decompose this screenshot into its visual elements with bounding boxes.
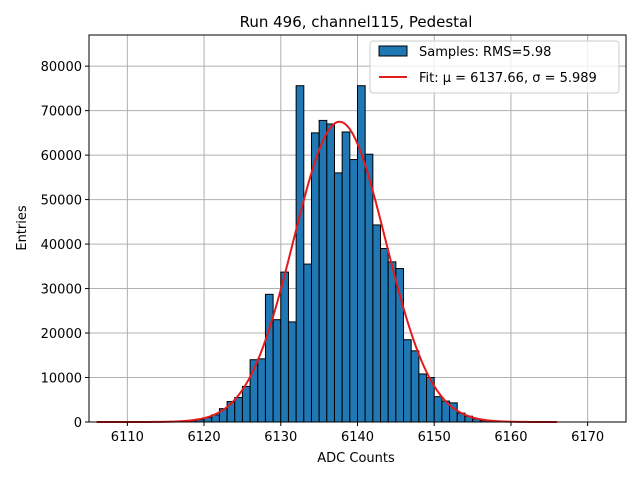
histogram-bar [372, 224, 382, 423]
y-tick-label: 60000 [41, 149, 82, 164]
legend-fit-label: Fit: μ = 6137.66, σ = 5.989 [419, 71, 597, 86]
x-tick-label: 6120 [188, 430, 221, 445]
histogram-bar [234, 397, 243, 423]
histogram-bar [341, 131, 351, 423]
legend-samples-swatch [378, 45, 408, 57]
histogram-bar [318, 119, 328, 423]
y-tick-label: 80000 [41, 60, 82, 75]
y-tick-label: 70000 [41, 105, 82, 120]
histogram-bar [264, 293, 274, 423]
x-tick-label: 6110 [111, 430, 144, 445]
histogram-bars [188, 85, 489, 423]
histogram-bar [387, 261, 397, 423]
histogram-bar [403, 339, 412, 423]
y-axis-label: Entries [15, 205, 30, 251]
y-tick-label: 40000 [41, 238, 82, 253]
histogram-bar [287, 321, 297, 423]
y-tick-label: 10000 [41, 372, 82, 387]
y-axis-ticks: 0 10000 20000 30000 40000 50000 60000 70000 8000… [41, 60, 89, 431]
histogram-bar [310, 132, 320, 423]
x-tick-label: 6160 [494, 430, 527, 445]
x-axis-label: ADC Counts [317, 451, 395, 466]
legend-samples-label: Samples: RMS=5.98 [419, 45, 551, 60]
x-tick-label: 6170 [571, 430, 604, 445]
histogram-bar [272, 319, 282, 423]
histogram-bar [418, 373, 428, 423]
histogram-bar [357, 85, 366, 423]
histogram-bar [241, 385, 251, 423]
histogram-bar [295, 85, 305, 423]
histogram-bar [326, 123, 335, 423]
legend: Samples: RMS=5.98 Fit: μ = 6137.66, σ = … [369, 40, 620, 94]
histogram-bar [333, 172, 343, 423]
histogram-bar [303, 263, 312, 423]
x-tick-label: 6150 [418, 430, 451, 445]
y-tick-label: 20000 [41, 327, 82, 342]
histogram-bar [433, 396, 443, 423]
x-tick-label: 6130 [264, 430, 297, 445]
histogram-bar [364, 153, 374, 423]
legend-box [369, 40, 620, 94]
histogram-bar [257, 358, 266, 423]
chart-title: Run 496, channel115, Pedestal [240, 13, 473, 31]
y-tick-label: 0 [74, 416, 82, 431]
x-tick-label: 6140 [341, 430, 374, 445]
y-tick-label: 30000 [41, 283, 82, 298]
histogram-bar [349, 159, 359, 423]
histogram-bar [280, 271, 289, 423]
y-tick-label: 50000 [41, 194, 82, 209]
histogram-bar [410, 350, 420, 423]
histogram-bar [380, 248, 389, 423]
x-axis-ticks: 6110 6120 6130 6140 6150 6160 6170 [111, 422, 604, 445]
